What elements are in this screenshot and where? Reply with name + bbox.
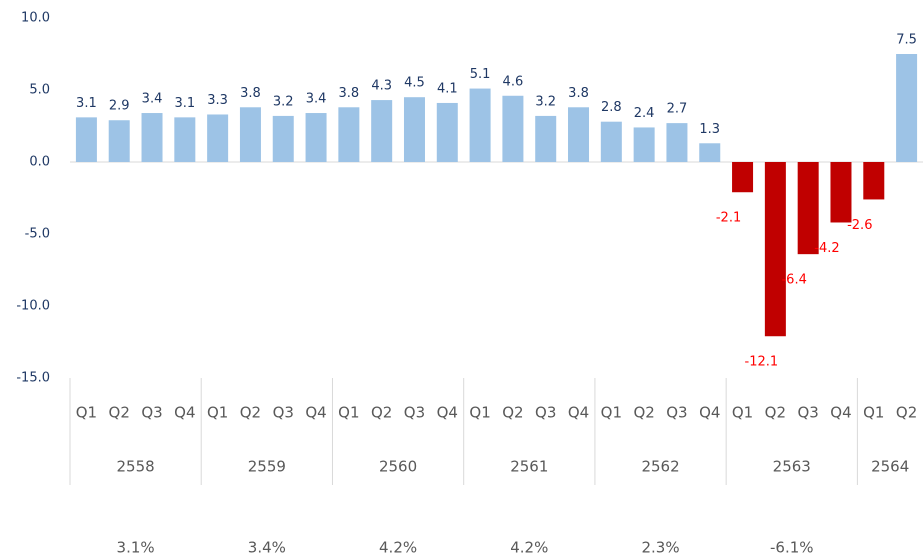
value-label: 2.4 [634,106,655,121]
bar [75,117,97,162]
value-label: 7.5 [896,33,917,48]
bar [600,121,622,162]
bar [568,107,590,162]
group-label: 2561 [510,458,548,476]
bar [108,120,130,162]
bar [174,117,196,162]
y-tick-label: 10.0 [21,11,50,26]
bar [239,107,261,162]
x-tick-label: Q2 [371,404,392,422]
annual-label: 2.3% [641,539,679,557]
bar [764,162,786,337]
value-label: 3.2 [535,94,556,109]
x-tick-label: Q2 [896,404,917,422]
x-tick-label: Q3 [141,404,162,422]
bar [371,100,393,162]
group-label: 2563 [773,458,811,476]
y-tick-label: 0.0 [29,155,50,170]
group-label: 2562 [641,458,679,476]
x-tick-label: Q1 [469,404,490,422]
value-label: 3.4 [306,92,327,107]
bar [469,88,491,162]
bar [535,115,557,162]
x-tick-label: Q1 [207,404,228,422]
x-tick-label: Q4 [568,404,589,422]
x-tick-label: Q1 [863,404,884,422]
bar [141,113,163,162]
value-label: -2.6 [847,218,872,233]
annual-label: 3.1% [117,539,155,557]
annual-label: 4.2% [379,539,417,557]
x-tick-label: Q3 [535,404,556,422]
x-tick-label: Q3 [273,404,294,422]
y-tick-label: -5.0 [25,227,50,242]
bar [863,162,885,200]
group-label: 2560 [379,458,417,476]
value-label: 2.9 [109,99,130,114]
y-tick-label: -15.0 [16,371,50,386]
value-label: -4.2 [814,241,839,256]
value-label: 3.3 [207,93,228,108]
value-label: -6.4 [781,273,806,288]
bar [732,162,754,193]
value-label: 2.8 [601,100,622,115]
value-label: 3.1 [174,96,195,111]
x-tick-label: Q2 [109,404,130,422]
value-label: 3.1 [76,96,97,111]
annual-label: 3.4% [248,539,286,557]
value-label: 5.1 [470,67,491,82]
y-tick-label: -10.0 [16,299,50,314]
value-label: 3.2 [273,94,294,109]
bar [633,127,655,162]
group-label: 2559 [248,458,286,476]
x-tick-label: Q4 [305,404,326,422]
annual-label: 4.2% [510,539,548,557]
x-tick-label: Q1 [338,404,359,422]
value-label: -12.1 [745,355,779,370]
value-label: 4.1 [437,81,458,96]
x-tick-label: Q2 [633,404,654,422]
x-tick-label: Q2 [765,404,786,422]
x-tick-label: Q3 [666,404,687,422]
x-tick-label: Q1 [732,404,753,422]
x-tick-label: Q3 [404,404,425,422]
bar [666,123,688,162]
group-label: 2564 [871,458,909,476]
x-tick-label: Q4 [437,404,458,422]
bar [797,162,819,255]
bar [207,114,229,162]
bar [403,97,425,162]
annual-label: -6.1% [770,539,814,557]
bar [338,107,360,162]
bar [502,95,524,162]
value-label: 3.8 [568,86,589,101]
y-tick-label: 5.0 [29,83,50,98]
value-label: 3.8 [240,86,261,101]
bar [305,113,327,162]
bar [436,102,458,162]
value-label: 3.4 [142,92,163,107]
value-label: 1.3 [699,122,720,137]
x-tick-label: Q4 [174,404,195,422]
bar [830,162,852,223]
value-label: 4.5 [404,76,425,91]
bar [896,54,918,162]
x-tick-label: Q4 [830,404,851,422]
bar [272,115,294,162]
value-label: -2.1 [716,211,741,226]
value-label: 4.6 [503,74,524,89]
x-tick-label: Q3 [797,404,818,422]
x-tick-label: Q2 [502,404,523,422]
value-label: 3.8 [339,86,360,101]
x-tick-label: Q1 [76,404,97,422]
x-tick-label: Q2 [240,404,261,422]
value-label: 4.3 [371,79,392,94]
x-tick-label: Q4 [699,404,720,422]
bar [699,143,721,162]
x-tick-label: Q1 [601,404,622,422]
group-label: 2558 [117,458,155,476]
value-label: 2.7 [667,102,688,117]
